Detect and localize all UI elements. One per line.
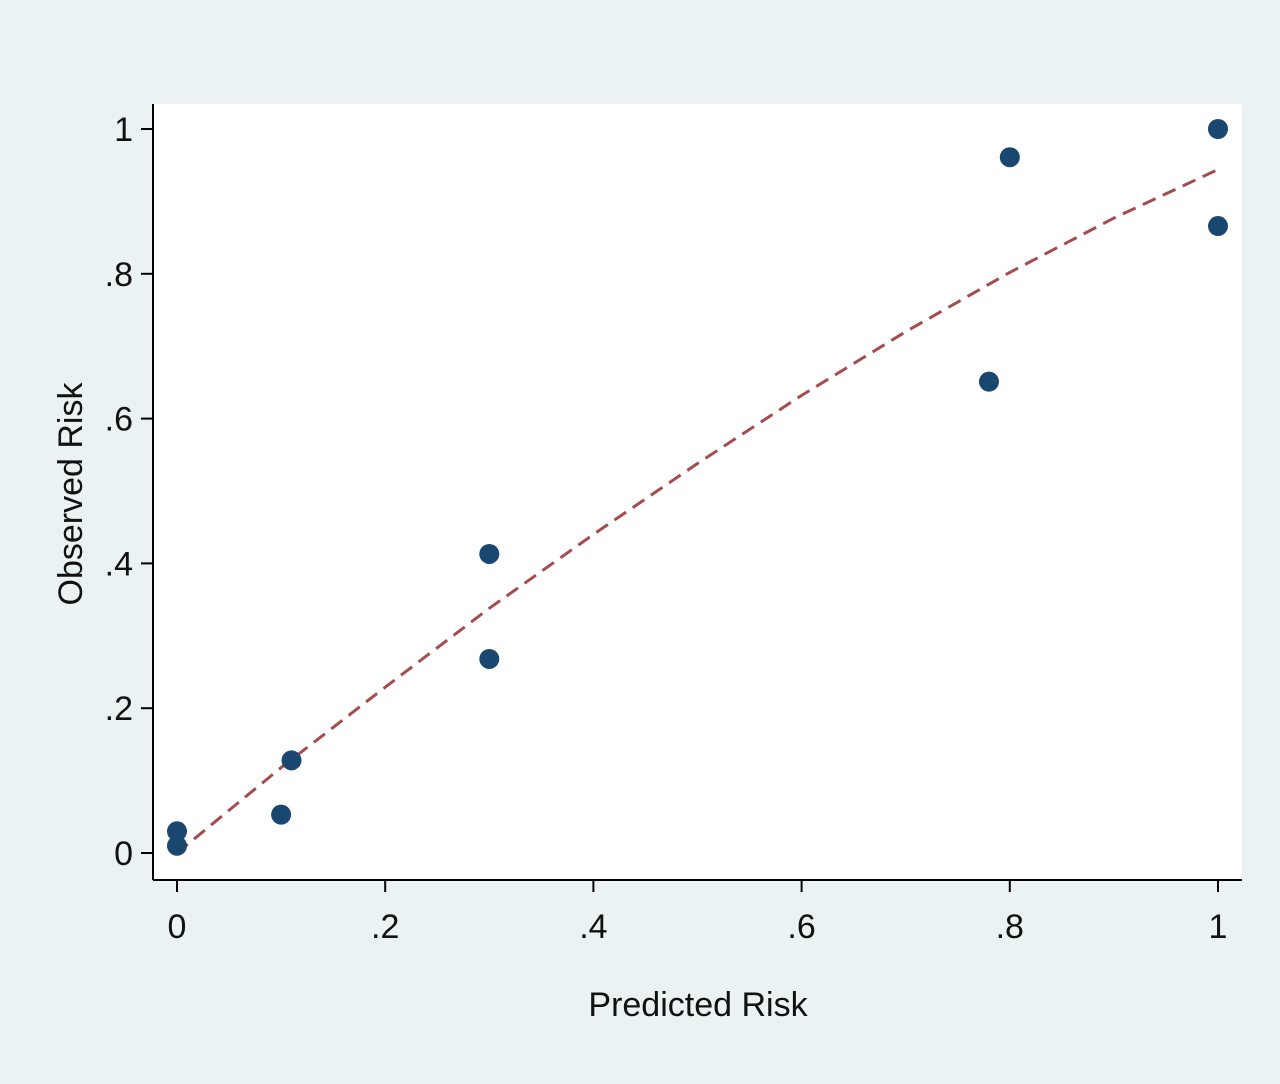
- data-point: [978, 371, 999, 392]
- fit-line: [176, 168, 1219, 855]
- data-point: [479, 648, 500, 669]
- y-tick-label: .8: [105, 256, 133, 294]
- y-tick-label: 1: [114, 111, 133, 149]
- y-tick-label: 0: [114, 835, 133, 873]
- data-point: [999, 147, 1020, 168]
- data-point: [1208, 216, 1228, 237]
- x-tick-label: .2: [371, 908, 399, 946]
- data-point: [479, 543, 500, 564]
- axes-layer: [152, 104, 1242, 881]
- x-tick-label: .6: [787, 908, 815, 946]
- plot-area: [153, 104, 1242, 880]
- x-axis-title: Predicted Risk: [588, 986, 808, 1024]
- x-tick-label: .4: [579, 908, 607, 946]
- x-ticks-layer: 0 .2 .4 .6 .8 1: [168, 880, 1228, 946]
- y-tick-label: .4: [105, 545, 133, 583]
- x-tick-label: 1: [1209, 908, 1228, 946]
- data-point: [281, 750, 302, 771]
- x-tick-label: 0: [168, 908, 187, 946]
- y-tick-label: .2: [105, 690, 133, 728]
- fit-line-layer: [176, 168, 1219, 855]
- data-point: [167, 835, 187, 856]
- y-tick-label: .6: [105, 401, 133, 439]
- y-axis-title: Observed Risk: [52, 382, 90, 606]
- x-tick-label: .8: [996, 908, 1024, 946]
- data-point: [167, 821, 187, 842]
- data-point: [271, 804, 292, 825]
- scatter-points-layer: [167, 119, 1228, 856]
- y-ticks-layer: 0 .2 .4 .6 .8 1: [105, 111, 153, 873]
- data-point: [1208, 119, 1228, 139]
